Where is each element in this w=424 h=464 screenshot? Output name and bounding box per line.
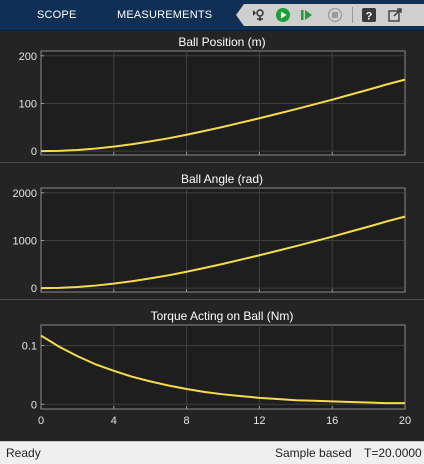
status-mode: Sample based [275, 446, 352, 460]
y-tick-label: 0 [31, 283, 37, 295]
status-text: Ready [6, 446, 41, 460]
help-icon: ? [362, 8, 376, 23]
status-time: T=20.0000 [364, 446, 422, 460]
run-icon [276, 8, 290, 22]
svg-text:?: ? [366, 11, 373, 23]
series-line [40, 78, 406, 153]
toolbar: SCOPE MEASUREMENTS [0, 0, 424, 31]
undock-button[interactable] [386, 6, 404, 24]
plot-title: Ball Angle (rad) [181, 172, 263, 186]
plot-series [40, 215, 406, 290]
plot-ball-angle: Ball Angle (rad) 0 1000 2000 [13, 172, 406, 295]
plot-grid [41, 51, 405, 155]
y-tick-label: 100 [19, 98, 37, 110]
plot-grid [41, 188, 405, 292]
run-button[interactable] [274, 6, 292, 24]
status-bar: Ready Sample based T=20.0000 [0, 441, 424, 464]
y-tick-label: 0 [31, 399, 37, 411]
tab-measurements[interactable]: MEASUREMENTS [117, 9, 213, 21]
x-tick-label: 20 [399, 415, 411, 427]
x-tick-label: 8 [184, 415, 190, 427]
x-tick-label: 12 [253, 415, 265, 427]
y-tick-label: 0.1 [22, 341, 37, 353]
plot-series [40, 78, 406, 153]
step-forward-icon [301, 10, 312, 20]
stop-icon [327, 7, 343, 23]
plot-ball-position: Ball Position (m) 0 100 200 [19, 35, 406, 158]
tab-scope[interactable]: SCOPE [37, 9, 77, 21]
plot-ticks: 0 0.1 0 4 8 12 16 20 [22, 341, 411, 427]
x-tick-label: 16 [326, 415, 338, 427]
series-line [40, 215, 406, 290]
simulation-controls: ? [236, 4, 424, 26]
plot-torque: Torque Acting on Ball (Nm) 0 0.1 0 4 8 12 16 20 [22, 309, 411, 427]
plot-series [40, 334, 405, 405]
plot-grid [41, 325, 405, 409]
plot-ticks: 0 1000 2000 [13, 188, 406, 295]
plot-title: Torque Acting on Ball (Nm) [151, 309, 294, 323]
step-back-icon [253, 9, 264, 21]
plot-axes[interactable] [40, 324, 406, 410]
step-forward-button[interactable] [298, 6, 316, 24]
y-tick-label: 1000 [13, 235, 37, 247]
y-tick-label: 0 [31, 146, 37, 158]
y-tick-label: 2000 [13, 188, 37, 200]
stop-button[interactable] [326, 6, 344, 24]
toolbar-separator [352, 7, 353, 23]
plot-title: Ball Position (m) [178, 35, 265, 49]
help-button[interactable]: ? [360, 6, 378, 24]
undock-icon [388, 8, 402, 22]
x-tick-label: 4 [111, 415, 117, 427]
x-tick-label: 0 [38, 415, 44, 427]
y-tick-label: 200 [19, 51, 37, 63]
plot-ticks: 0 100 200 [19, 51, 406, 158]
series-line [40, 334, 405, 405]
step-back-button[interactable] [250, 6, 268, 24]
